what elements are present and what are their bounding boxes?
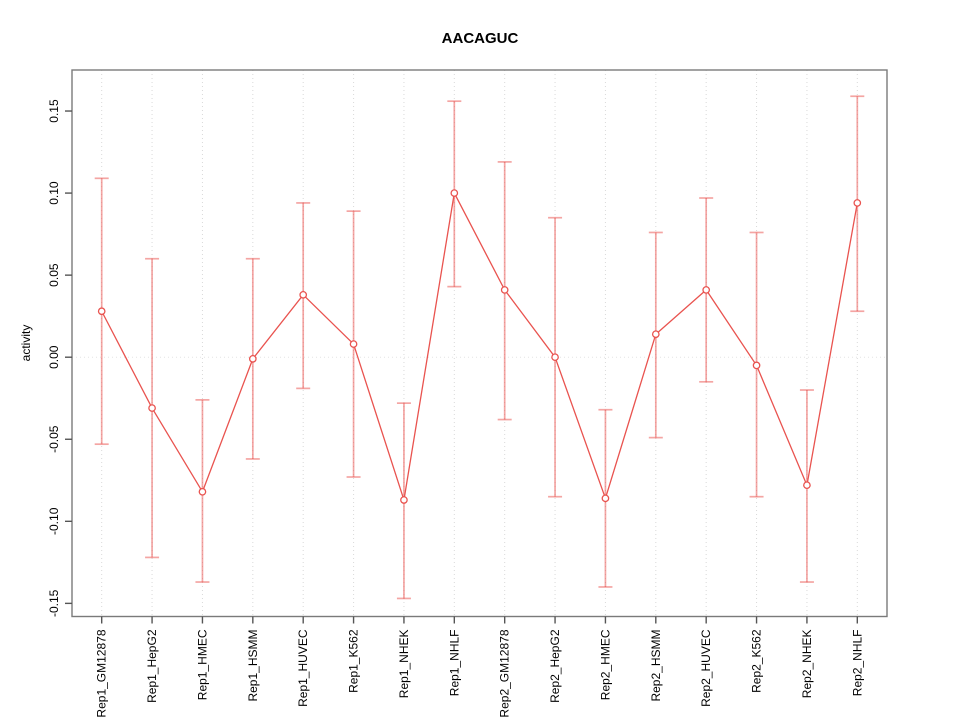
x-tick-label: Rep1_NHLF — [447, 630, 461, 697]
series-line — [101, 191, 858, 501]
x-tick-label: Rep2_NHLF — [850, 630, 864, 697]
y-tick-label: 0.10 — [47, 181, 61, 205]
x-tick-label: Rep1_NHEK — [397, 630, 411, 699]
x-tick-label: Rep1_HepG2 — [145, 629, 159, 703]
x-tick-label: Rep1_HMEC — [195, 629, 209, 700]
y-tick-label: 0.00 — [47, 345, 61, 369]
data-point-marker — [97, 307, 106, 316]
y-tick-label: -0.05 — [47, 425, 61, 453]
y-axis-label: activity — [19, 324, 33, 362]
data-point-marker — [400, 496, 408, 504]
x-tick-label: Rep2_HUVEC — [699, 629, 713, 707]
data-point-marker — [551, 353, 559, 362]
data-point-marker — [450, 189, 459, 197]
x-tick-label: Rep2_NHEK — [800, 630, 814, 699]
data-point-marker — [198, 487, 207, 496]
data-point-marker — [349, 340, 358, 348]
y-tick-label: -0.10 — [47, 507, 61, 535]
x-tick-label: Rep2_K562 — [750, 629, 764, 693]
y-tick-label: 0.15 — [47, 99, 61, 123]
data-point-marker — [651, 330, 660, 339]
x-tick-label: Rep1_HSMM — [246, 630, 260, 702]
x-tick-label: Rep2_GM12878 — [498, 629, 512, 717]
plot-border — [71, 69, 888, 618]
x-tick-label: Rep1_GM12878 — [95, 629, 109, 717]
data-point-marker — [702, 286, 711, 294]
x-tick-label: Rep2_HepG2 — [548, 629, 562, 703]
y-tick-label: 0.05 — [47, 263, 61, 287]
data-point-marker — [601, 494, 610, 503]
data-point-marker — [803, 481, 811, 490]
x-tick-label: Rep1_K562 — [347, 629, 361, 693]
data-point-marker — [853, 199, 862, 207]
y-tick-label: -0.15 — [47, 589, 61, 617]
x-tick-label: Rep1_HUVEC — [296, 629, 310, 707]
x-tick-label: Rep2_HMEC — [598, 629, 612, 700]
data-point-marker — [500, 286, 509, 294]
data-point-marker — [148, 404, 156, 412]
data-point-marker — [299, 290, 308, 299]
data-point-marker — [248, 354, 257, 363]
chart-title: AACAGUC — [441, 30, 519, 47]
x-tick-label: Rep2_HSMM — [649, 630, 663, 702]
data-point-marker — [752, 361, 761, 370]
